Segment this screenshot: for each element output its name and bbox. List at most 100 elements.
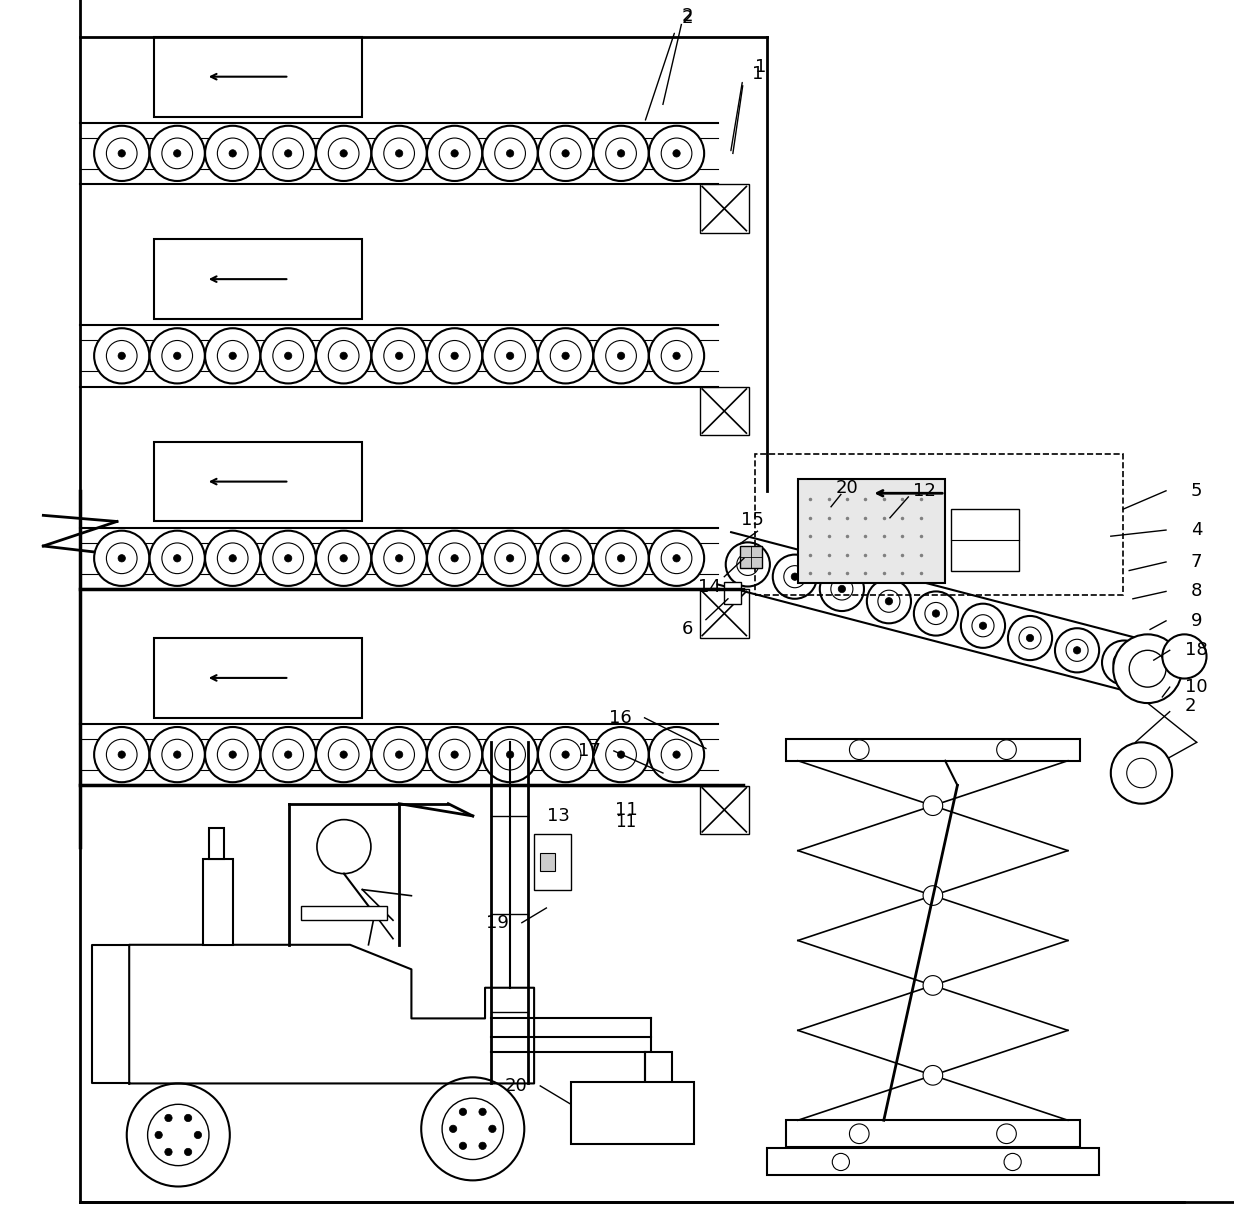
Circle shape xyxy=(107,739,138,771)
Circle shape xyxy=(396,751,403,758)
Circle shape xyxy=(914,591,959,636)
Circle shape xyxy=(605,739,636,771)
Circle shape xyxy=(649,328,704,383)
Circle shape xyxy=(605,542,636,574)
Text: 2: 2 xyxy=(682,7,693,25)
Circle shape xyxy=(439,137,470,169)
Circle shape xyxy=(451,352,459,360)
Text: 19: 19 xyxy=(486,914,508,931)
Circle shape xyxy=(479,1108,486,1115)
Text: 20: 20 xyxy=(505,1077,527,1094)
Text: 7: 7 xyxy=(1190,553,1203,571)
Text: 16: 16 xyxy=(609,709,631,726)
Circle shape xyxy=(384,137,414,169)
Circle shape xyxy=(329,137,360,169)
Bar xyxy=(701,387,749,436)
Circle shape xyxy=(551,137,580,169)
Circle shape xyxy=(867,579,911,623)
Circle shape xyxy=(673,555,681,562)
Circle shape xyxy=(126,1083,229,1187)
Circle shape xyxy=(316,328,371,383)
Circle shape xyxy=(150,126,205,182)
Circle shape xyxy=(372,126,427,182)
Circle shape xyxy=(118,751,125,758)
Circle shape xyxy=(229,150,237,157)
Circle shape xyxy=(1162,634,1207,679)
Circle shape xyxy=(217,739,248,771)
Circle shape xyxy=(107,542,138,574)
Bar xyxy=(154,239,362,319)
Circle shape xyxy=(165,1148,172,1156)
Circle shape xyxy=(162,137,192,169)
Circle shape xyxy=(562,751,569,758)
Bar xyxy=(740,546,763,568)
Circle shape xyxy=(506,150,513,157)
Circle shape xyxy=(1114,634,1182,703)
Text: 12: 12 xyxy=(913,482,936,499)
Text: 11: 11 xyxy=(615,814,637,831)
Circle shape xyxy=(538,126,593,182)
Circle shape xyxy=(427,530,482,585)
Bar xyxy=(951,509,1019,571)
Circle shape xyxy=(372,726,427,783)
Circle shape xyxy=(538,726,593,783)
Circle shape xyxy=(618,150,625,157)
Circle shape xyxy=(618,555,625,562)
Circle shape xyxy=(495,542,526,574)
Circle shape xyxy=(284,751,291,758)
Circle shape xyxy=(260,726,316,783)
Circle shape xyxy=(551,341,580,372)
Text: 2: 2 xyxy=(1184,697,1197,714)
Circle shape xyxy=(316,126,371,182)
Circle shape xyxy=(217,137,248,169)
Circle shape xyxy=(562,352,569,360)
Circle shape xyxy=(451,150,459,157)
Circle shape xyxy=(932,610,940,617)
Circle shape xyxy=(1074,647,1081,654)
Circle shape xyxy=(482,726,538,783)
Circle shape xyxy=(94,328,149,383)
Circle shape xyxy=(838,585,846,593)
Bar xyxy=(541,853,556,871)
Circle shape xyxy=(972,615,994,637)
Circle shape xyxy=(273,739,304,771)
Bar xyxy=(724,582,742,604)
Circle shape xyxy=(185,1148,192,1156)
Circle shape xyxy=(773,555,817,599)
Circle shape xyxy=(820,567,864,611)
Circle shape xyxy=(725,542,770,587)
Circle shape xyxy=(997,1124,1017,1144)
Circle shape xyxy=(562,150,569,157)
Circle shape xyxy=(1102,640,1146,685)
Circle shape xyxy=(1130,650,1166,687)
Circle shape xyxy=(1114,652,1135,674)
Text: 1: 1 xyxy=(751,65,763,82)
Circle shape xyxy=(316,530,371,585)
Circle shape xyxy=(384,739,414,771)
Circle shape xyxy=(260,126,316,182)
Text: 9: 9 xyxy=(1190,612,1203,629)
Circle shape xyxy=(831,578,853,600)
Circle shape xyxy=(165,1114,172,1121)
Circle shape xyxy=(605,341,636,372)
Circle shape xyxy=(205,328,260,383)
Circle shape xyxy=(329,739,360,771)
Circle shape xyxy=(107,341,138,372)
Circle shape xyxy=(449,1125,456,1133)
Circle shape xyxy=(594,126,649,182)
Circle shape xyxy=(451,555,459,562)
Circle shape xyxy=(427,726,482,783)
Text: 4: 4 xyxy=(1190,521,1203,539)
Circle shape xyxy=(495,341,526,372)
Circle shape xyxy=(459,1142,466,1150)
Bar xyxy=(570,1082,693,1144)
Circle shape xyxy=(594,726,649,783)
Bar xyxy=(786,1120,1080,1147)
Circle shape xyxy=(784,566,806,588)
Circle shape xyxy=(427,328,482,383)
Circle shape xyxy=(205,126,260,182)
Circle shape xyxy=(925,602,947,625)
Circle shape xyxy=(174,150,181,157)
Circle shape xyxy=(451,751,459,758)
Circle shape xyxy=(439,341,470,372)
